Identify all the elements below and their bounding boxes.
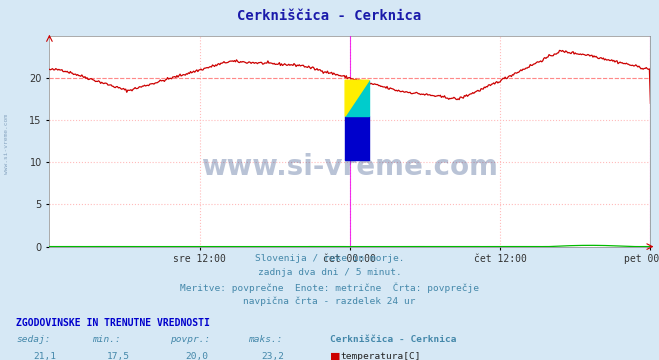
Text: www.si-vreme.com: www.si-vreme.com — [202, 153, 498, 181]
Text: www.si-vreme.com: www.si-vreme.com — [4, 114, 9, 174]
Text: 23,2: 23,2 — [262, 352, 284, 360]
Polygon shape — [345, 80, 369, 116]
Text: Cerkniščica - Cerknica: Cerkniščica - Cerknica — [237, 9, 422, 23]
Text: ■: ■ — [330, 352, 340, 360]
Text: sedaj:: sedaj: — [16, 335, 51, 344]
Text: navpična črta - razdelek 24 ur: navpična črta - razdelek 24 ur — [243, 297, 416, 306]
Text: 20,0: 20,0 — [185, 352, 208, 360]
Text: povpr.:: povpr.: — [170, 335, 210, 344]
Text: zadnja dva dni / 5 minut.: zadnja dva dni / 5 minut. — [258, 268, 401, 277]
Text: Cerkniščica - Cerknica: Cerkniščica - Cerknica — [330, 335, 456, 344]
Polygon shape — [345, 80, 369, 116]
Text: temperatura[C]: temperatura[C] — [341, 352, 421, 360]
Text: maks.:: maks.: — [248, 335, 282, 344]
Text: ZGODOVINSKE IN TRENUTNE VREDNOSTI: ZGODOVINSKE IN TRENUTNE VREDNOSTI — [16, 318, 210, 328]
Text: 17,5: 17,5 — [107, 352, 130, 360]
Text: Slovenija / reke in morje.: Slovenija / reke in morje. — [255, 254, 404, 263]
Text: min.:: min.: — [92, 335, 121, 344]
Text: Meritve: povprečne  Enote: metrične  Črta: povprečje: Meritve: povprečne Enote: metrične Črta:… — [180, 283, 479, 293]
Bar — [345, 116, 369, 160]
Text: 21,1: 21,1 — [34, 352, 56, 360]
